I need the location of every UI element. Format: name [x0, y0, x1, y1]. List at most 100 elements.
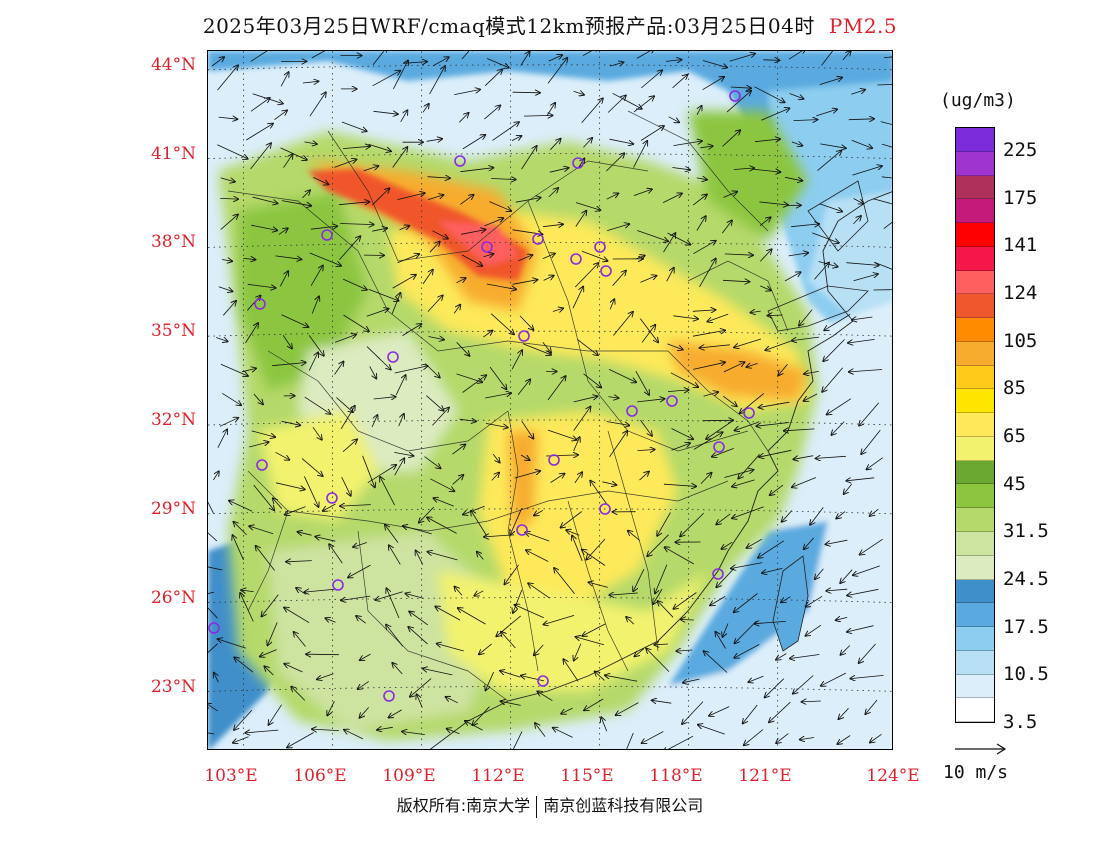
wind-arrow	[654, 644, 668, 645]
wind-arrow	[510, 508, 523, 534]
wind-arrow	[511, 136, 521, 141]
wind-arrow	[427, 517, 457, 534]
wind-arrow	[528, 583, 550, 599]
shandong-peninsula	[767, 285, 869, 332]
wind-arrow	[517, 379, 530, 396]
wind-arrow	[848, 339, 875, 343]
wind-arrow	[525, 532, 550, 542]
wind-arrow	[696, 106, 702, 115]
latitude-line	[208, 242, 892, 248]
color-scale-segment	[956, 246, 994, 271]
wind-arrow	[730, 87, 751, 88]
wind-arrow	[309, 92, 326, 117]
city-station-marker	[713, 441, 725, 453]
wind-arrow	[367, 465, 396, 484]
wind-arrow	[447, 729, 460, 735]
wind-arrow	[375, 591, 403, 600]
wind-arrow	[860, 538, 883, 554]
wind-arrow	[734, 593, 758, 613]
map-canvas	[208, 51, 892, 749]
wind-arrow	[400, 110, 408, 123]
wind-arrow	[372, 228, 387, 231]
province-border	[267, 350, 509, 452]
wind-arrow	[334, 362, 344, 375]
lon-label-115e: 115°E	[560, 766, 614, 786]
wind-arrow	[489, 201, 511, 211]
wind-arrow	[342, 278, 367, 290]
jianghuai-orange	[668, 341, 808, 401]
color-scale-segment	[956, 579, 994, 604]
wind-arrow	[454, 90, 480, 95]
wind-arrow	[286, 561, 312, 562]
wind-arrow	[859, 643, 876, 663]
color-scale-segment	[956, 532, 994, 556]
wind-arrow	[784, 272, 801, 282]
wind-arrow	[422, 104, 429, 113]
wind-arrow	[647, 534, 669, 557]
color-scale-segment	[956, 341, 994, 366]
wind-arrow	[806, 595, 823, 606]
wind-arrow	[342, 439, 357, 452]
wind-arrow	[759, 217, 771, 227]
lat-label-26n: 26°N	[150, 588, 196, 608]
wind-arrow	[397, 193, 425, 200]
wind-arrow	[735, 421, 759, 430]
wind-arrow	[208, 703, 218, 712]
wind-arrow	[372, 188, 389, 206]
wind-arrow	[581, 98, 603, 123]
wind-arrow	[820, 143, 846, 148]
city-station-marker	[518, 330, 530, 342]
wind-arrow	[609, 593, 638, 595]
wind-arrow	[637, 450, 655, 451]
wind-arrow	[215, 338, 228, 342]
wind-arrow	[234, 709, 253, 730]
wind-arrow	[700, 473, 712, 484]
wind-arrow	[387, 588, 400, 619]
wind-arrow	[839, 708, 849, 719]
wind-arrow	[471, 511, 487, 536]
city-station-marker	[743, 407, 755, 419]
wind-arrow	[652, 700, 672, 703]
wind-arrow	[572, 536, 583, 561]
wind-arrow	[218, 639, 246, 649]
wind-arrow	[377, 727, 393, 730]
wind-arrow	[547, 376, 566, 401]
wind-arrow	[870, 508, 879, 516]
wind-arrow	[827, 398, 852, 415]
wind-arrow	[724, 470, 753, 478]
city-station-marker	[572, 157, 584, 169]
wind-arrow	[754, 139, 780, 142]
wind-arrow	[573, 407, 591, 431]
city-station-marker	[599, 503, 611, 515]
wind-arrow	[734, 338, 762, 347]
wind-arrow	[822, 367, 844, 392]
latitude-line	[208, 330, 892, 337]
wind-arrow	[489, 366, 506, 389]
wind-arrow	[535, 723, 546, 737]
wind-arrow	[394, 458, 405, 476]
wind-arrow	[249, 526, 274, 535]
wind-arrow	[870, 733, 882, 742]
wind-arrow	[218, 286, 233, 292]
wind-arrow	[459, 419, 476, 421]
wind-arrow	[455, 587, 463, 596]
wind-arrow	[840, 569, 853, 583]
wind-arrow	[747, 363, 758, 367]
wind-arrow	[640, 126, 664, 141]
wind-arrow	[635, 256, 644, 260]
wind-arrow	[732, 479, 755, 487]
wind-arrow	[633, 96, 654, 113]
wind-arrow	[208, 566, 223, 571]
wind-arrow	[590, 481, 608, 506]
color-scale-segment	[956, 413, 994, 437]
south-yellow	[438, 571, 708, 691]
wind-arrow	[575, 211, 587, 227]
latitude-line	[208, 64, 892, 71]
wind-arrow	[339, 236, 360, 260]
color-scale-segment	[956, 270, 994, 295]
color-scale-segment	[956, 436, 994, 461]
wind-arrow	[234, 522, 247, 536]
color-scale-label: 124	[1003, 281, 1038, 304]
wind-arrow	[583, 373, 602, 388]
wind-arrow	[424, 456, 441, 469]
